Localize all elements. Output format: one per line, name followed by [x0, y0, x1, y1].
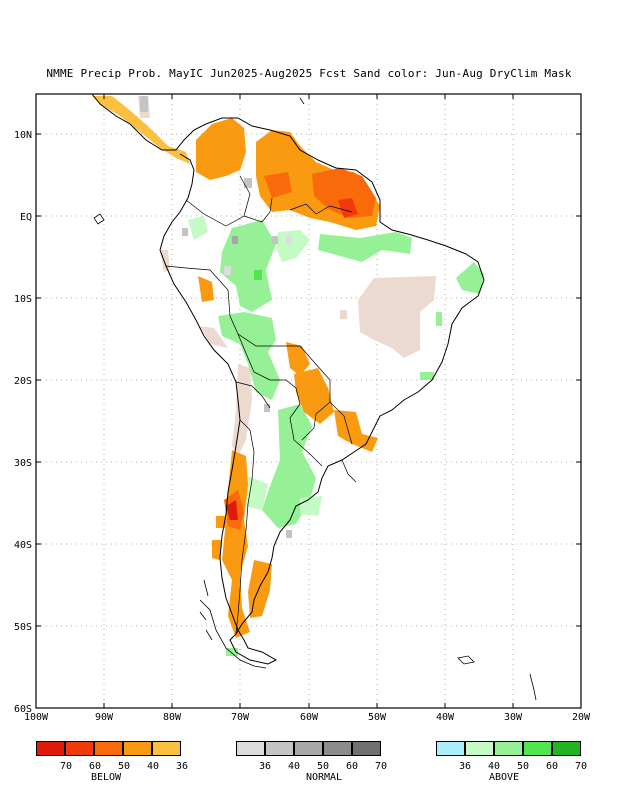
- legend-swatch-below-50: [94, 741, 123, 756]
- legend-tick: 60: [345, 761, 359, 772]
- lon-label: 90W: [95, 712, 114, 723]
- lat-labels: 10N EQ 10S 20S 30S 40S 50S 60S: [14, 130, 32, 715]
- lon-label: 40W: [436, 712, 455, 723]
- lat-label: 20S: [14, 376, 32, 387]
- islands: [93, 97, 537, 701]
- legend-swatch-above-60: [523, 741, 552, 756]
- lat-ticks: [36, 133, 581, 627]
- lon-label: 20W: [572, 712, 591, 723]
- legend-swatch-above-40: [465, 741, 494, 756]
- gridlines: [36, 94, 581, 708]
- legend-tick: 36: [458, 761, 472, 772]
- lon-labels: 100W 90W 80W 70W 60W 50W 40W 30W 20W: [24, 712, 591, 723]
- map-title: NMME Precip Prob. MayIC Jun2025-Aug2025 …: [46, 67, 572, 80]
- lat-label: 30S: [14, 458, 32, 469]
- legend-swatch-below-60: [65, 741, 94, 756]
- legend-swatch-normal-70: [352, 741, 381, 756]
- legend-tick: 36: [258, 761, 272, 772]
- legend-above: 36 40 50 60 70 ABOVE: [436, 741, 587, 791]
- legend-tick: 40: [146, 761, 160, 772]
- legend-swatch-above-70: [552, 741, 581, 756]
- below-normal-regions: [92, 96, 380, 638]
- legend-tick: 50: [117, 761, 131, 772]
- legend-swatch-below-36: [152, 741, 181, 756]
- legend-normal: 36 40 50 60 70 NORMAL: [236, 741, 387, 791]
- legend-swatch-below-70: [36, 741, 65, 756]
- legend-tick: 60: [545, 761, 559, 772]
- country-borders: [165, 175, 357, 635]
- legend-swatch-below-40: [123, 741, 152, 756]
- lon-label: 70W: [231, 712, 250, 723]
- lon-label: 100W: [24, 712, 49, 723]
- above-normal-regions: [188, 216, 484, 656]
- legend-caption-below: BELOW: [90, 772, 122, 783]
- lon-ticks: [103, 94, 514, 708]
- legend-tick: 70: [59, 761, 73, 772]
- near-normal-regions: [140, 96, 292, 538]
- legend-tick: 40: [487, 761, 501, 772]
- legend-tick: 36: [175, 761, 189, 772]
- lon-label: 30W: [504, 712, 523, 723]
- legend-tick: 50: [516, 761, 530, 772]
- lat-label: 10S: [14, 294, 32, 305]
- legend-tick: 70: [574, 761, 588, 772]
- legend-tick: 40: [287, 761, 301, 772]
- lon-label: 80W: [163, 712, 182, 723]
- lon-label: 60W: [300, 712, 319, 723]
- lat-label: EQ: [20, 212, 32, 223]
- lon-label: 50W: [368, 712, 387, 723]
- legend-swatch-normal-50: [294, 741, 323, 756]
- legend-tick: 50: [316, 761, 330, 772]
- legend-below: 70 60 50 40 36 BELOW: [36, 741, 188, 791]
- legend-swatch-above-50: [494, 741, 523, 756]
- lat-label: 40S: [14, 540, 32, 551]
- lat-label: 10N: [14, 130, 32, 141]
- lat-label: 50S: [14, 622, 32, 633]
- legend-tick: 60: [88, 761, 102, 772]
- coastlines: [91, 93, 485, 669]
- legend-tick: 70: [374, 761, 388, 772]
- legend-swatch-normal-36: [236, 741, 265, 756]
- lat-label: 60S: [14, 704, 32, 715]
- legend-swatch-normal-40: [265, 741, 294, 756]
- legend-swatch-normal-60: [323, 741, 352, 756]
- legend-caption-normal: NORMAL: [305, 772, 343, 783]
- legend-caption-above: ABOVE: [488, 772, 520, 783]
- legend-swatch-above-36: [436, 741, 465, 756]
